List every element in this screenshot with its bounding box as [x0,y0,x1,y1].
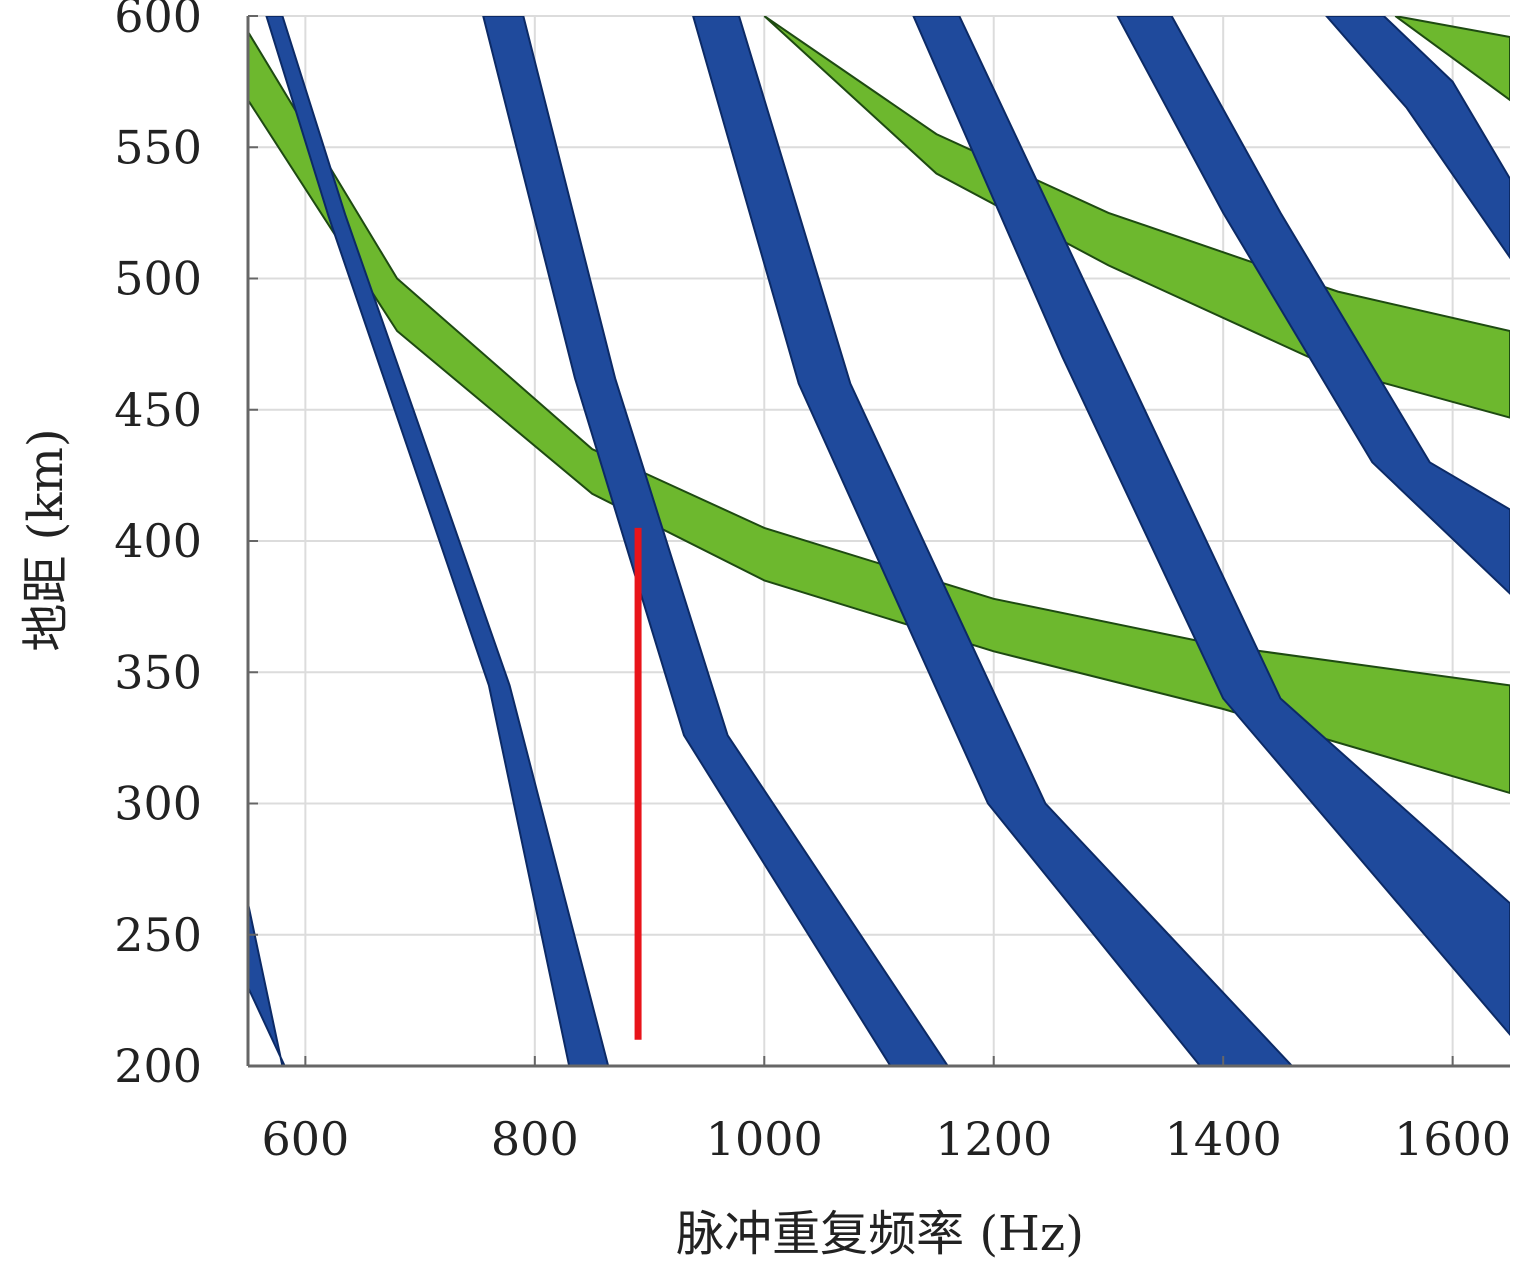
green-band-1 [248,29,1510,795]
y-tick-label: 350 [114,645,202,699]
x-tick-label: 1000 [706,1112,823,1166]
x-axis-label: 脉冲重复频率 (Hz) [676,1206,1084,1262]
blue-band-2 [265,16,610,1066]
y-tick-label: 300 [114,777,202,831]
y-tick-label: 450 [114,383,202,437]
bands-layer [248,16,1510,1066]
y-tick-label: 550 [114,120,202,174]
tick-labels: 600 800 1000 1200 1400 1600 200 250 300 350 400 450… [114,0,1511,1166]
y-tick-label: 250 [114,908,202,962]
x-tick-label: 800 [491,1112,579,1166]
blue-band-5 [912,16,1510,1037]
y-tick-label: 600 [114,0,202,43]
blue-band-3 [482,16,950,1066]
x-tick-label: 1200 [935,1112,1052,1166]
blue-band-6 [1116,16,1510,595]
y-tick-label: 500 [114,252,202,306]
x-tick-label: 600 [261,1112,349,1166]
y-tick-label: 400 [114,514,202,568]
x-tick-label: 1400 [1165,1112,1282,1166]
blue-band-7 [1325,16,1510,260]
green-band-3 [1394,16,1510,102]
blue-band-1 [248,903,286,1066]
y-tick-label: 200 [114,1039,202,1093]
blue-band-4 [692,16,1294,1066]
x-tick-label: 1600 [1394,1112,1511,1166]
y-axis-label: 地距 (km) [18,428,74,651]
